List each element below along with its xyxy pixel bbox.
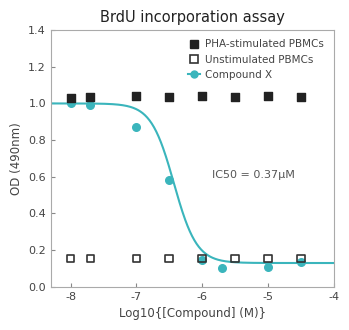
Point [298,259,304,265]
Point [265,264,271,269]
Y-axis label: OD (490nm): OD (490nm) [10,122,23,195]
Point [88,256,93,261]
Point [265,93,271,99]
Point [298,256,304,261]
Point [199,93,205,99]
Title: BrdU incorporation assay: BrdU incorporation assay [100,10,285,25]
Point [232,94,238,100]
X-axis label: Log10{[Compound] (M)}: Log10{[Compound] (M)} [119,307,266,320]
Point [68,256,73,261]
Point [166,177,172,182]
Point [134,93,139,99]
Text: IC50 = 0.37μM: IC50 = 0.37μM [212,170,295,180]
Point [166,256,172,261]
Point [88,103,93,108]
Point [134,256,139,261]
Point [134,125,139,130]
Point [219,265,225,270]
Point [298,94,304,100]
Point [68,101,73,106]
Legend: PHA-stimulated PBMCs, Unstimulated PBMCs, Compound X: PHA-stimulated PBMCs, Unstimulated PBMCs… [184,35,328,84]
Point [166,94,172,100]
Point [88,94,93,100]
Point [68,95,73,101]
Point [199,257,205,262]
Point [265,256,271,261]
Point [199,256,205,261]
Point [232,256,238,261]
